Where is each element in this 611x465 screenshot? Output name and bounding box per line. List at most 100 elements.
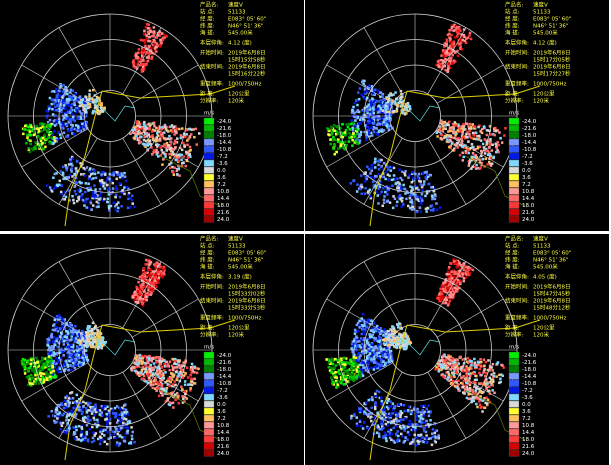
echo [451,277,454,280]
echo [77,349,81,353]
echo [69,364,73,367]
echo [71,418,75,421]
echo [454,276,458,280]
echo [97,205,100,208]
echo [471,131,475,135]
echo [382,121,385,124]
echo [84,407,88,410]
echo [401,103,404,106]
legend-label: -24.0 [522,119,537,125]
echo [399,184,402,187]
info-label: 距 离: [505,90,520,98]
echo [384,118,387,121]
echo [90,440,94,444]
echo [177,359,180,362]
echo [350,111,354,114]
echo [71,115,75,119]
echo [441,49,445,52]
echo [382,364,385,368]
echo [65,123,69,127]
echo [67,396,71,400]
echo [163,273,166,276]
echo [40,366,44,369]
echo [137,286,140,290]
echo [462,122,465,126]
echo [32,133,36,137]
echo [143,68,146,71]
echo [390,112,393,116]
echo [450,142,454,145]
echo [120,426,124,429]
echo [413,177,416,181]
echo [130,198,134,202]
echo [396,184,400,188]
echo [456,146,459,149]
echo [95,337,99,341]
echo [458,286,461,290]
echo [166,125,169,129]
echo [471,156,474,160]
echo [450,274,453,277]
echo [179,136,183,140]
legend-label: 7.2 [217,182,226,188]
echo [104,418,107,421]
echo [83,100,87,104]
echo [431,185,434,189]
echo [71,164,74,167]
echo [34,382,38,385]
echo [64,367,67,371]
echo [433,187,436,190]
echo [453,124,456,128]
echo [374,361,378,364]
echo [29,384,33,387]
echo [77,357,80,360]
echo [370,126,374,129]
echo [84,436,87,440]
echo [383,328,386,331]
echo [372,108,376,111]
echo [73,431,76,434]
echo [143,127,146,131]
echo [440,133,443,137]
info-value: 15时15分58秒 [228,56,266,64]
echo [378,109,381,112]
echo [160,385,163,388]
echo [87,106,90,110]
echo [179,372,183,376]
echo [190,377,193,380]
echo [139,140,142,144]
echo [394,91,397,94]
info-value: 2019年6月8日 [228,283,266,291]
echo [476,137,480,140]
echo [69,120,73,124]
echo [148,262,152,265]
echo [163,123,167,127]
echo [360,317,363,320]
echo [150,356,154,360]
echo [446,296,450,299]
echo [63,369,66,372]
echo [447,49,450,53]
echo [364,115,368,119]
echo [418,198,421,201]
echo [369,99,372,103]
echo [150,35,154,38]
echo [72,406,75,410]
echo [147,263,151,267]
legend-label: 7.2 [522,182,531,188]
echo [73,366,77,370]
echo [162,271,165,275]
echo [50,374,53,377]
echo [155,126,158,130]
echo [493,129,496,133]
radial-line [436,64,504,104]
echo [54,90,57,93]
echo [452,278,456,282]
echo [141,373,145,376]
echo [174,370,178,374]
echo [104,428,107,432]
echo [193,371,196,374]
echo [53,318,56,322]
echo [123,436,127,439]
echo [397,195,400,198]
